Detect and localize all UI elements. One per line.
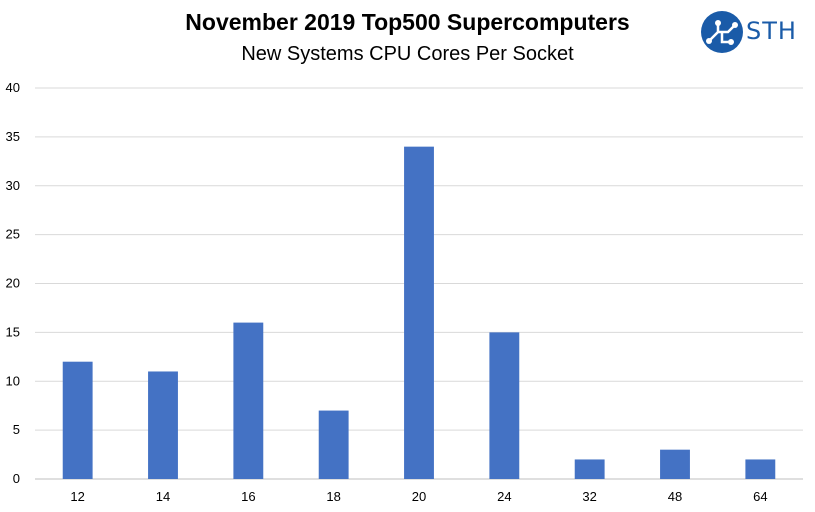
bar (148, 371, 178, 479)
x-tick-label: 32 (582, 489, 596, 504)
y-tick-label: 40 (6, 80, 20, 95)
x-tick-label: 16 (241, 489, 255, 504)
bar (489, 332, 520, 479)
chart-subtitle: New Systems CPU Cores Per Socket (241, 43, 574, 65)
y-tick-label: 30 (6, 178, 20, 193)
y-tick-label: 10 (6, 373, 20, 388)
y-tick-label: 5 (13, 422, 20, 437)
y-tick-label: 20 (6, 276, 20, 291)
circuit-logo-icon (701, 11, 743, 53)
bar (574, 459, 605, 479)
logo-text: STH (746, 17, 797, 45)
x-tick-label: 14 (156, 489, 170, 504)
bar (745, 459, 776, 479)
y-tick-label: 15 (6, 324, 20, 339)
x-tick-label: 48 (668, 489, 682, 504)
x-tick-label: 18 (326, 489, 340, 504)
sth-logo: STH (700, 10, 796, 54)
x-tick-label: 64 (753, 489, 767, 504)
bar (404, 146, 434, 479)
bar (660, 449, 690, 479)
y-tick-label: 35 (6, 129, 20, 144)
x-tick-label: 12 (70, 489, 84, 504)
y-tick-label: 25 (6, 227, 20, 242)
chart-title: November 2019 Top500 Supercomputers (185, 9, 630, 35)
x-tick-label: 20 (412, 489, 426, 504)
x-tick-label: 24 (497, 489, 511, 504)
bar (318, 410, 349, 479)
y-tick-label: 0 (13, 471, 20, 486)
bar (233, 322, 264, 479)
bar (62, 361, 93, 479)
